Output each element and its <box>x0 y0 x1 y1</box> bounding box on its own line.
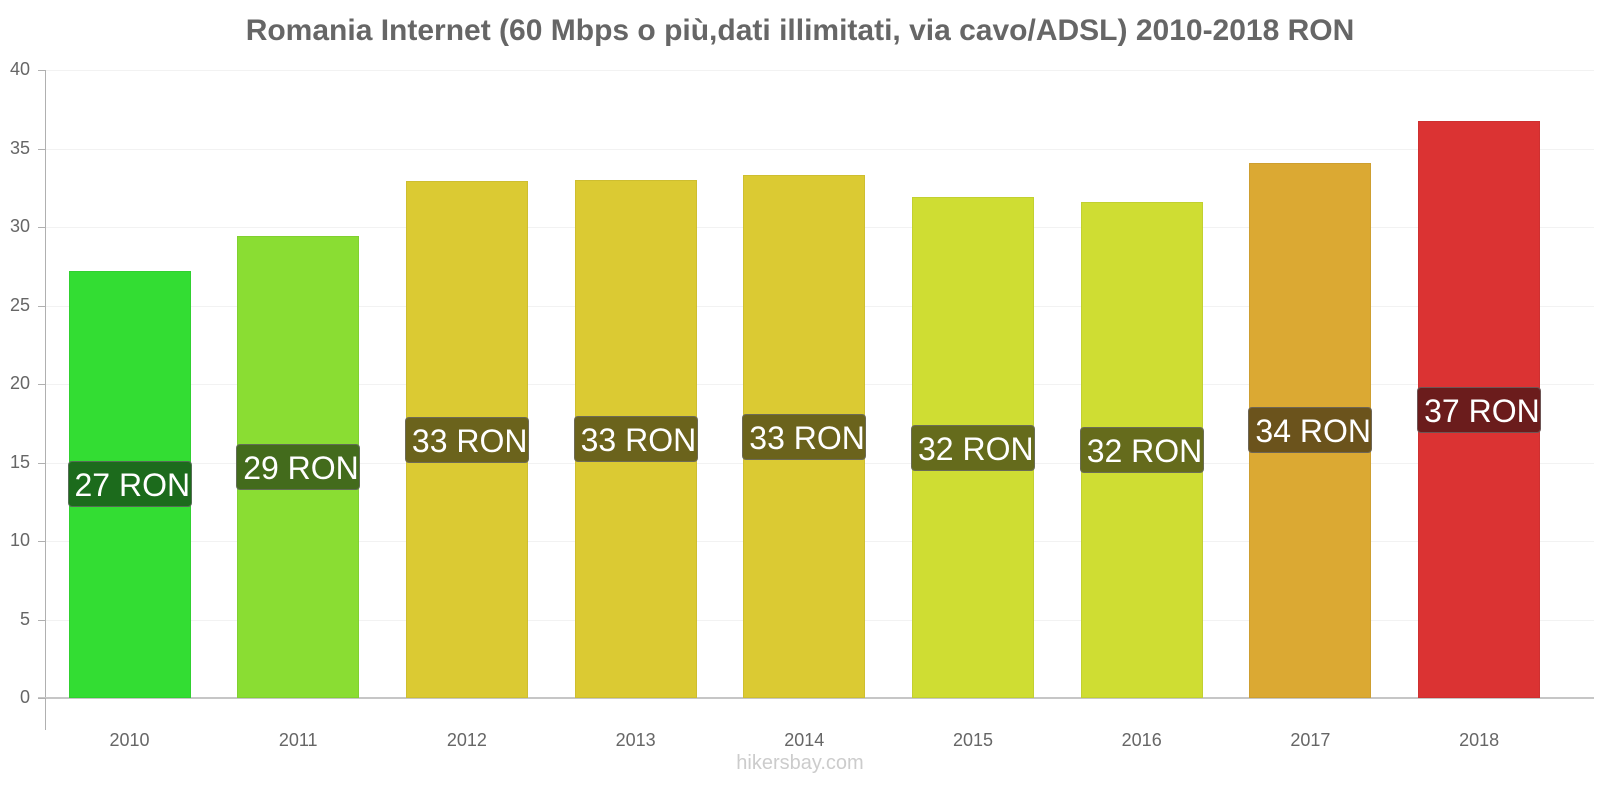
value-label: 34 RON <box>1248 407 1373 454</box>
y-tick-mark <box>38 70 46 71</box>
y-tick-mark <box>38 148 46 150</box>
y-tick-label: 35 <box>9 137 30 158</box>
y-tick-mark <box>38 227 46 228</box>
y-tick-label: 0 <box>19 687 30 707</box>
value-label: 32 RON <box>911 424 1035 471</box>
x-tick-label: 2016 <box>1121 730 1162 750</box>
y-tick-mark <box>38 619 46 621</box>
value-label: 33 RON <box>742 413 867 460</box>
gridline <box>46 148 1594 150</box>
x-tick-label: 2012 <box>446 730 487 750</box>
x-tick-label: 2014 <box>784 730 825 750</box>
value-label: 27 RON <box>67 461 192 508</box>
y-tick-mark <box>38 462 46 464</box>
x-axis-line <box>38 697 1594 699</box>
y-tick-mark <box>38 541 46 542</box>
value-label: 29 RON <box>236 444 361 491</box>
x-tick-label: 2017 <box>1290 730 1331 750</box>
value-label: 33 RON <box>573 415 698 462</box>
y-tick-label: 20 <box>9 373 30 393</box>
x-tick-label: 2010 <box>109 730 150 750</box>
y-tick-mark <box>38 698 46 699</box>
value-label: 32 RON <box>1079 426 1204 473</box>
y-tick-label: 15 <box>9 451 30 472</box>
y-tick-label: 5 <box>19 608 30 629</box>
x-tick-label: 2011 <box>278 730 318 750</box>
x-tick-label: 2018 <box>1459 730 1500 750</box>
y-tick-label: 40 <box>9 59 30 79</box>
chart-title: Romania Internet (60 Mbps o più,dati ill… <box>245 14 1355 47</box>
gridline <box>46 70 1594 71</box>
y-tick-mark <box>38 384 46 385</box>
x-tick-label: 2013 <box>615 730 656 750</box>
y-tick-label: 10 <box>9 530 30 550</box>
y-tick-mark <box>38 305 46 307</box>
value-label: 33 RON <box>404 416 529 463</box>
x-tick-label: 2015 <box>952 730 994 750</box>
y-tick-label: 25 <box>9 294 30 315</box>
y-tick-label: 30 <box>9 216 30 236</box>
source-watermark: hikersbay.com <box>736 752 864 774</box>
y-axis-line <box>45 70 46 730</box>
value-label: 37 RON <box>1417 386 1542 433</box>
